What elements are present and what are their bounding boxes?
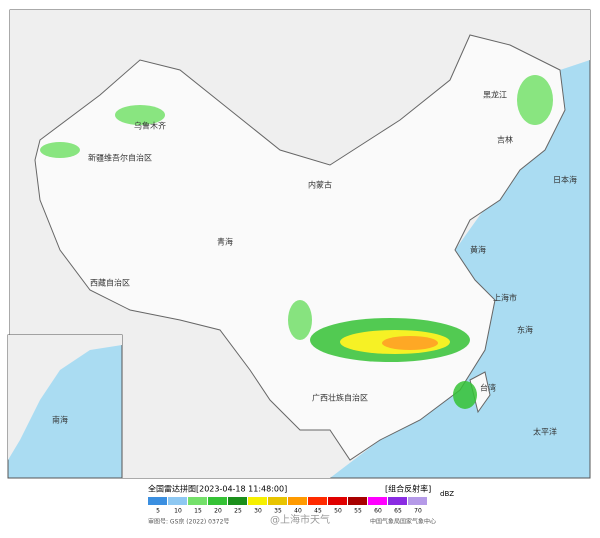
legend-swatch: [368, 497, 387, 505]
map-label: 黑龙江: [483, 90, 507, 100]
map-label: 新疆维吾尔自治区: [88, 153, 152, 163]
map-label: 南海: [52, 415, 68, 425]
legend-value: 15: [194, 508, 202, 515]
legend-value: 10: [174, 508, 182, 515]
legend-value: 55: [354, 508, 362, 515]
agency: 中国气象局国家气象中心: [370, 518, 436, 526]
legend-value: 60: [374, 508, 382, 515]
watermark: @上海市天气: [270, 513, 330, 526]
legend-swatch: [328, 497, 347, 505]
approval: 审图号: GS京 (2022) 0372号: [148, 518, 229, 526]
legend-swatch: [288, 497, 307, 505]
legend-value: 45: [314, 508, 322, 515]
map-label: 太平洋: [533, 427, 557, 437]
inset-land: [8, 335, 122, 460]
map-label: 台湾: [480, 383, 496, 393]
legend-value: 65: [394, 508, 402, 515]
map-label: 东海: [517, 325, 533, 335]
radar-echoes: [40, 75, 553, 409]
map-label: 青海: [217, 237, 233, 247]
legend-unit: dBZ: [440, 490, 454, 498]
legend-swatch: [168, 497, 187, 505]
legend-area: [0, 480, 600, 534]
legend-swatch: [188, 497, 207, 505]
map-label: 上海市: [493, 293, 517, 303]
map-label: 乌鲁木齐: [134, 121, 166, 131]
legend-swatch: [388, 497, 407, 505]
legend-swatch: [408, 497, 427, 505]
legend-swatch: [248, 497, 267, 505]
legend-value: 20: [214, 508, 222, 515]
map-label: 内蒙古: [308, 180, 332, 190]
map-label: 广西壮族自治区: [312, 393, 368, 403]
legend-swatch: [148, 497, 167, 505]
legend-value: 40: [294, 508, 302, 515]
legend-product: [组合反射率]: [385, 484, 431, 494]
legend-value: 35: [274, 508, 282, 515]
legend-value: 50: [334, 508, 342, 515]
map-label: 西藏自治区: [90, 278, 130, 288]
map-label: 吉林: [497, 135, 513, 145]
legend-title: 全国雷达拼图[2023-04-18 11:48:00]: [148, 484, 287, 494]
legend-value: 70: [414, 508, 422, 515]
legend-value: 30: [254, 508, 262, 515]
map-label: 黄海: [470, 245, 486, 255]
legend-swatch: [308, 497, 327, 505]
legend-swatch: [228, 497, 247, 505]
legend-value: 5: [156, 508, 160, 515]
legend-swatch: [208, 497, 227, 505]
legend-swatch: [348, 497, 367, 505]
legend-value: 25: [234, 508, 242, 515]
map-label: 日本海: [553, 175, 577, 185]
legend-swatch: [268, 497, 287, 505]
